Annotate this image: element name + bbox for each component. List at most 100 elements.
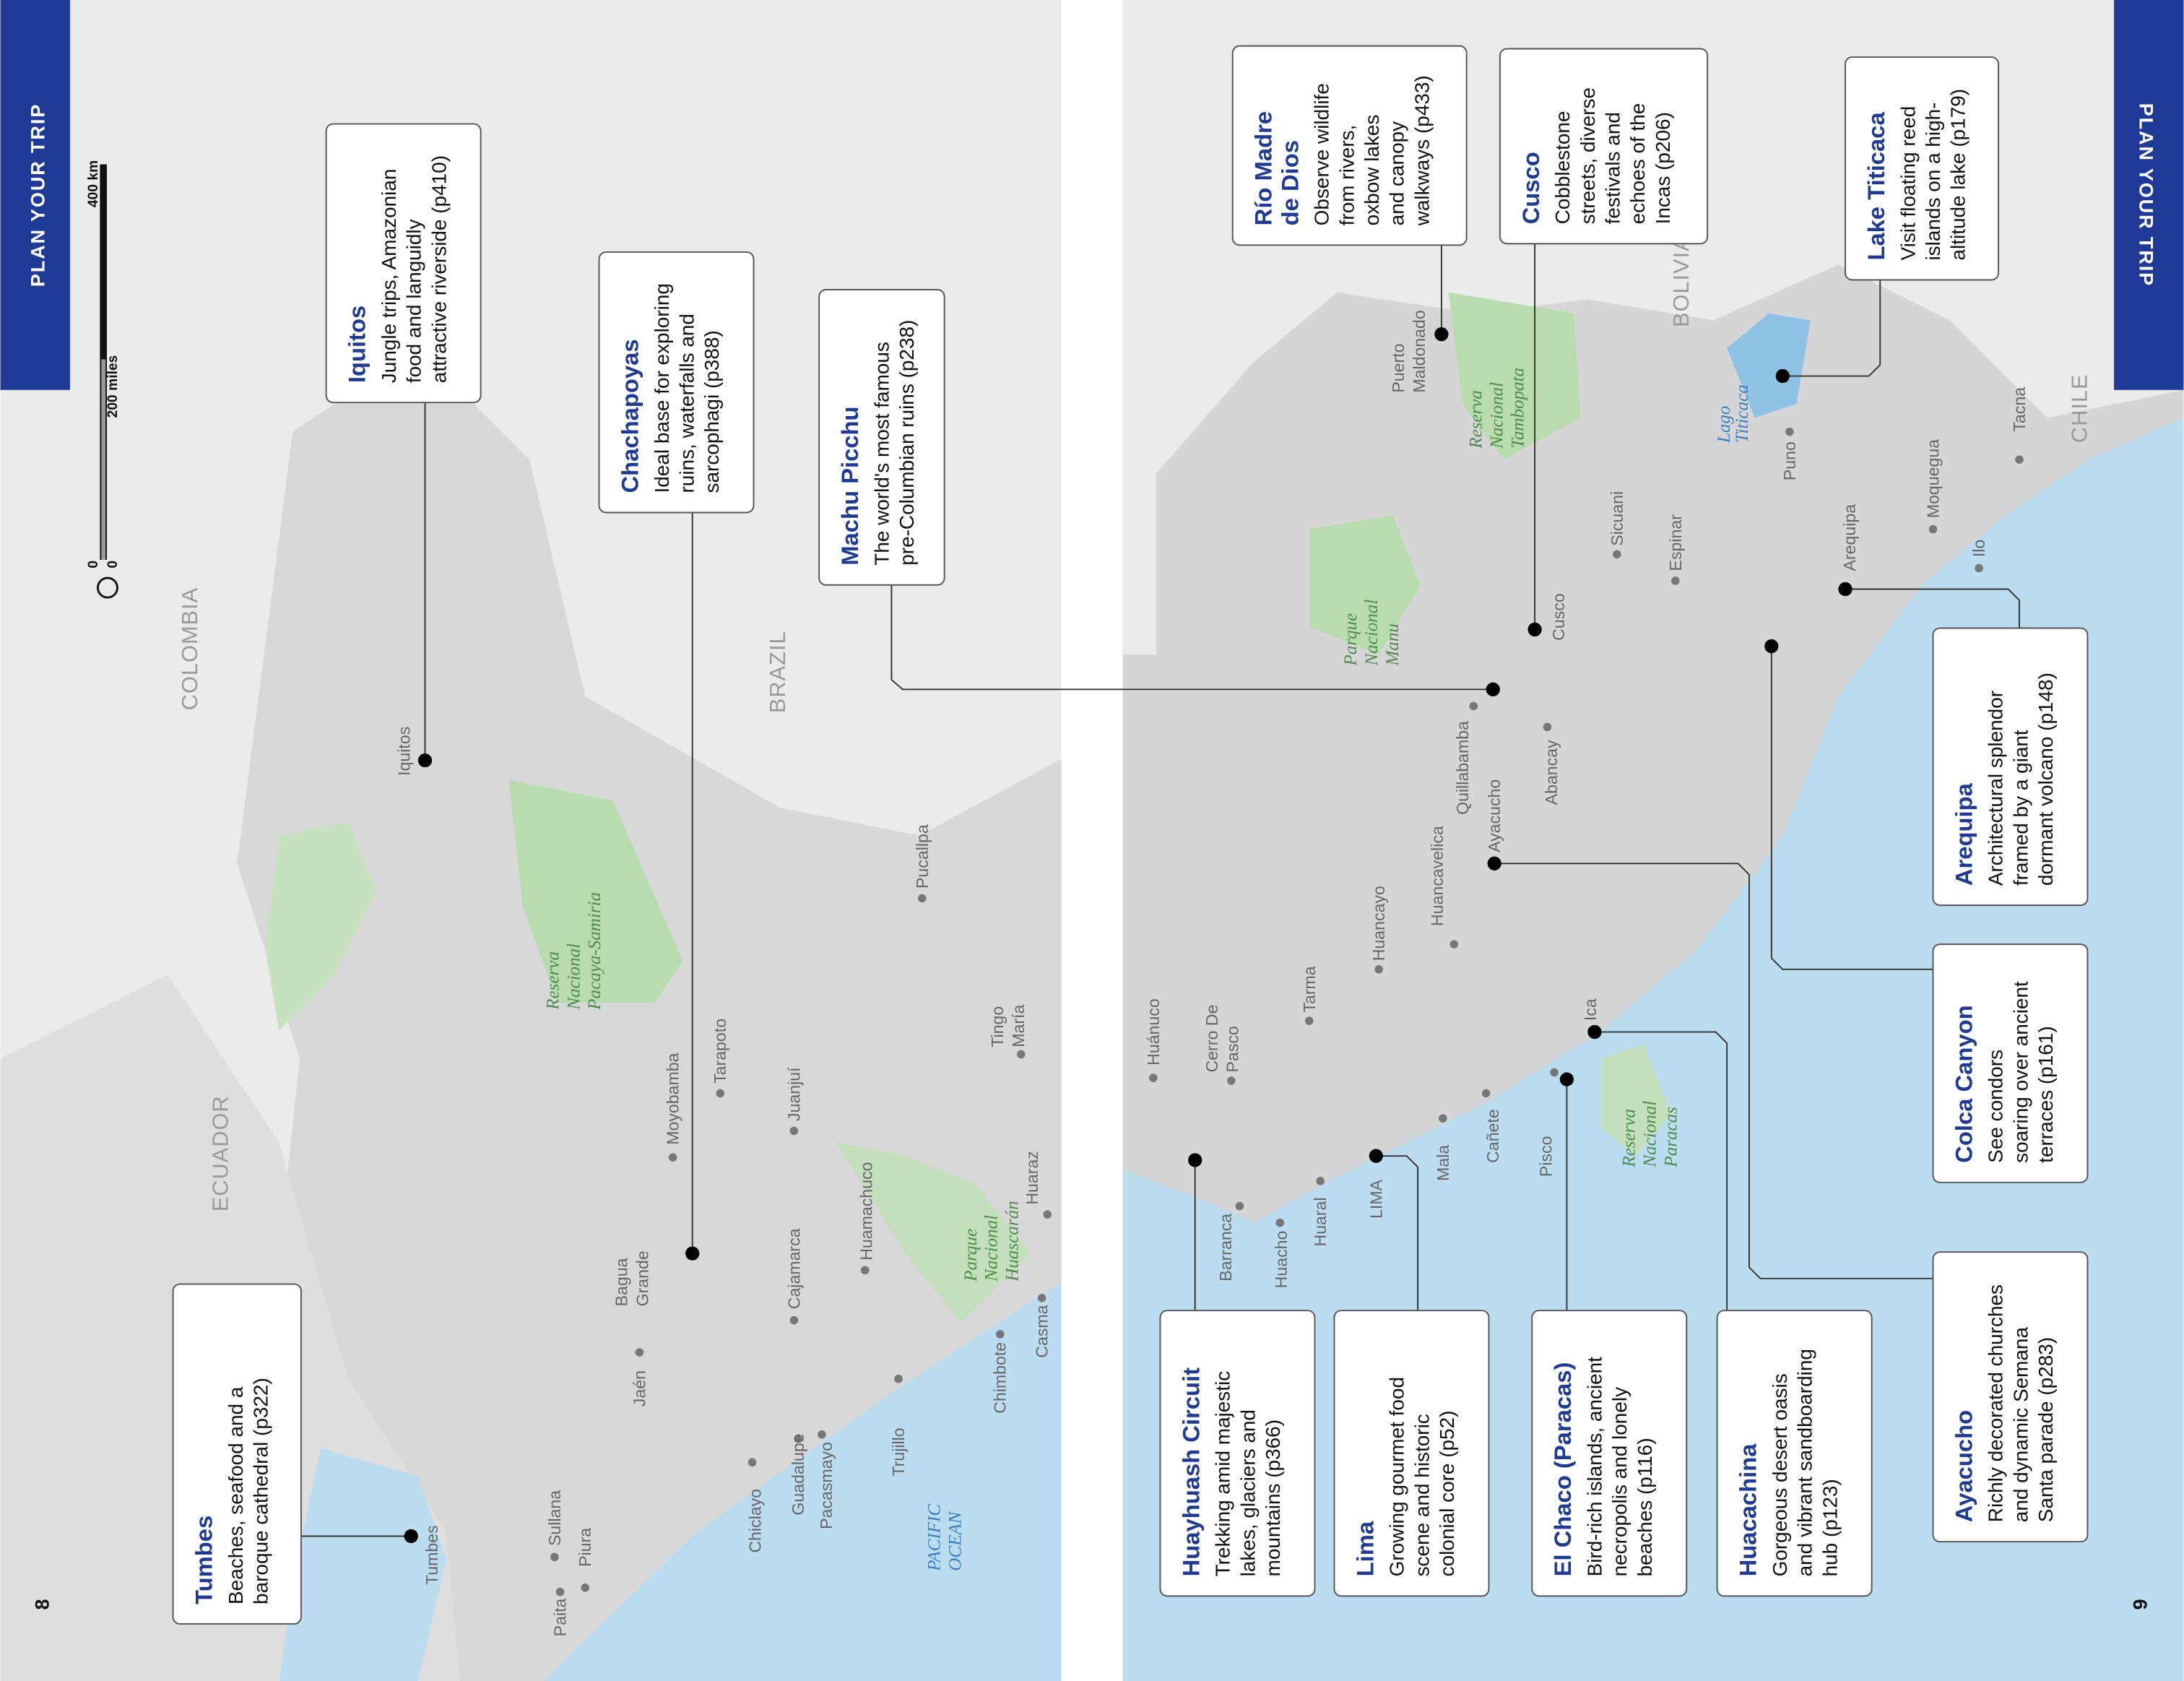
callout-text: scene and historic	[1410, 1414, 1433, 1576]
location-dot	[1434, 327, 1449, 342]
town-label: Ica	[1581, 998, 1600, 1021]
town-dot	[581, 1583, 590, 1592]
park-label: Parque	[961, 1229, 981, 1282]
town-label: Ilo	[1970, 540, 1988, 557]
gulf	[279, 1448, 446, 1681]
town-label: Trujillo	[889, 1427, 908, 1476]
park-area	[1309, 515, 1421, 655]
callout-title: Arequipa	[1950, 782, 1977, 886]
town-dot	[1550, 1068, 1559, 1077]
lake-label: Lago	[1715, 406, 1734, 444]
tab	[2114, 0, 2184, 390]
tab	[0, 0, 70, 390]
callout-text: festivals and	[1602, 112, 1624, 224]
callout-text: See condors	[1985, 1050, 2007, 1163]
town-label: Guadalupe	[789, 1433, 807, 1515]
park-label: Pacaya-Samiria	[585, 892, 604, 1011]
town-label: Sullana	[545, 1490, 564, 1546]
scale-label: 400 km	[86, 160, 101, 207]
location-dot	[1838, 582, 1852, 597]
location-dot	[685, 1246, 700, 1261]
callout-text: and canopy	[1386, 121, 1408, 225]
callout-text: necropolis and lonely	[1608, 1387, 1631, 1577]
town-label: Pasco	[1223, 1026, 1242, 1072]
callout-text: Architectural splendor	[1985, 691, 2007, 886]
town-label: Ayacucho	[1485, 779, 1504, 852]
town-dot	[1227, 1076, 1236, 1085]
town-dot	[1450, 940, 1459, 948]
town-dot	[789, 1315, 799, 1325]
callout-box	[1499, 48, 1709, 245]
location-dot	[1528, 622, 1542, 637]
leader-line	[890, 584, 1494, 691]
town-label: Chiclayo	[745, 1489, 764, 1553]
park-area	[1601, 1044, 1672, 1157]
tab-label: PLAN YOUR TRIP	[2135, 103, 2157, 287]
callout-text: colonial core (p52)	[1436, 1411, 1458, 1577]
ocean-left	[543, 1281, 1062, 1681]
location-dot	[1587, 1024, 1602, 1040]
callout-text: lakes, glaciers and	[1236, 1409, 1259, 1576]
park-label: Parque	[1341, 613, 1361, 667]
callout-title: Cusco	[1517, 152, 1544, 224]
callout-title: Huayhuash Circuit	[1177, 1367, 1204, 1577]
scale-label: 200 miles	[105, 355, 121, 418]
location-dot	[417, 753, 433, 768]
callout-box	[1231, 45, 1468, 246]
location-dot	[1486, 682, 1500, 696]
callout-title: de Dios	[1276, 140, 1303, 225]
town-dot	[1928, 524, 1938, 534]
location-dot	[1775, 368, 1790, 384]
callout-box	[818, 289, 945, 586]
town-label: Sicuani	[1608, 491, 1626, 546]
town-label: LIMA	[1366, 1179, 1385, 1219]
town-label: Pacasmayo	[817, 1442, 836, 1529]
town-dot	[789, 1126, 799, 1136]
town-label: Maldonado	[1410, 310, 1429, 392]
callout-text: Cobblestone	[1551, 111, 1574, 225]
callout-text: The world's most famous	[870, 342, 893, 566]
town-dot	[1235, 1201, 1244, 1211]
callout-text: Richly decorated churches	[1985, 1284, 2007, 1522]
town-label: Pisco	[1537, 1136, 1556, 1177]
town-label: Huaraz	[1023, 1151, 1041, 1205]
callout-title: Chachapoyas	[616, 339, 643, 493]
town-dot	[2015, 455, 2024, 464]
leader-line	[1376, 1155, 1419, 1311]
leader-line	[1782, 280, 1881, 377]
town-dot	[748, 1458, 757, 1467]
callout-text: baroque cathedral (p322)	[250, 1378, 272, 1604]
town-label: Tacna	[2010, 387, 2029, 432]
park-area	[836, 1141, 1031, 1323]
location-dot	[1764, 639, 1779, 654]
town-label: Puerto	[1389, 344, 1408, 393]
town-label: Pucallpa	[913, 824, 932, 889]
callout-text: Observe wildlife	[1311, 83, 1333, 225]
callout-box	[1159, 1310, 1316, 1597]
ocean-label: PACIFIC	[925, 1504, 945, 1572]
page-number: 9	[2130, 1599, 2152, 1609]
callout-box	[1932, 1251, 2089, 1543]
town-label: Bagua	[612, 1258, 630, 1306]
park-label: Nacional	[564, 943, 584, 1011]
town-dot	[1304, 1016, 1314, 1025]
callout-text: echoes of the	[1626, 103, 1649, 225]
town-label: María	[1009, 1005, 1028, 1047]
callout-text: attractive riverside (p410)	[428, 155, 450, 383]
town-label: Tingo	[988, 1006, 1007, 1047]
north-arrow	[97, 576, 118, 599]
park-label: Huascarán	[1003, 1201, 1023, 1282]
callout-text: mountains (p366)	[1262, 1419, 1284, 1576]
town-dot	[1543, 722, 1552, 732]
town-label: Huacho	[1272, 1231, 1291, 1289]
callout-text: dormant volcano (p148)	[2034, 673, 2057, 886]
park-label: Nacional	[1362, 600, 1382, 667]
town-dot	[1275, 1218, 1285, 1227]
callout-text: oxbow lakes	[1361, 115, 1383, 226]
callout-box	[172, 1283, 302, 1625]
callout-text: and vibrant sandboarding	[1794, 1349, 1816, 1576]
town-label: Piura	[576, 1528, 594, 1567]
town-label: Puno	[1780, 441, 1799, 480]
callout-text: Bird-rich islands, ancient	[1583, 1357, 1606, 1577]
tab-label: PLAN YOUR TRIP	[27, 103, 49, 287]
